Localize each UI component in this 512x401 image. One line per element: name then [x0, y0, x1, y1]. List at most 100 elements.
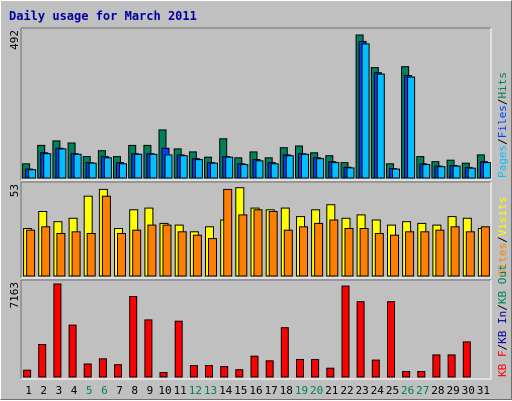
bar-sites-day-27: [420, 231, 430, 277]
bar-kb-f-day-21: [326, 367, 335, 378]
bar-pages-day-24: [376, 73, 385, 179]
bar-sites-day-24: [374, 233, 384, 277]
chart-title: Daily usage for March 2011: [9, 9, 197, 23]
bar-kb-f-day-23: [356, 301, 365, 378]
day-label-27: 27: [416, 384, 429, 397]
legend-entry: /: [496, 304, 509, 311]
day-label-8: 8: [131, 384, 138, 397]
bar-sites-day-17: [268, 211, 278, 277]
bar-pages-day-9: [149, 153, 158, 179]
day-label-13: 13: [204, 384, 217, 397]
day-label-3: 3: [56, 384, 63, 397]
bar-pages-day-10: [164, 154, 173, 179]
bar-sites-day-12: [192, 234, 202, 277]
bar-kb-f-day-29: [447, 354, 456, 378]
bar-sites-day-29: [450, 226, 460, 277]
bar-sites-day-28: [435, 229, 445, 277]
legend-entry: KB In: [496, 311, 509, 344]
bar-pages-day-27: [422, 164, 431, 179]
bar-pages-day-19: [301, 153, 309, 179]
bar-kb-f-day-7: [114, 364, 122, 378]
day-label-18: 18: [280, 384, 293, 397]
bar-sites-day-14: [223, 188, 233, 277]
bar-sites-day-21: [329, 219, 339, 277]
legend-entry: Pages: [496, 145, 509, 178]
day-label-17: 17: [265, 384, 278, 397]
bar-pages-day-29: [452, 165, 461, 179]
bar-kb-f-day-2: [38, 344, 47, 378]
day-label-5: 5: [86, 384, 93, 397]
bar-kb-f-day-22: [341, 285, 350, 378]
bar-sites-day-30: [465, 231, 475, 277]
day-label-22: 22: [340, 384, 353, 397]
bar-sites-day-9: [147, 224, 157, 277]
bar-pages-day-31: [482, 162, 491, 179]
day-label-31: 31: [477, 384, 490, 397]
bar-kb-f-day-8: [129, 296, 138, 378]
day-label-26: 26: [401, 384, 414, 397]
bar-kb-f-day-13: [205, 365, 213, 378]
day-label-11: 11: [174, 384, 187, 397]
day-label-9: 9: [147, 384, 154, 397]
bar-sites-day-26: [405, 231, 415, 277]
legend-entry: Hits: [496, 72, 509, 99]
bar-kb-f-day-24: [371, 359, 380, 378]
bar-pages-day-8: [134, 153, 143, 179]
bar-kb-f-day-20: [311, 359, 320, 378]
bar-kb-f-day-25: [387, 301, 395, 378]
bar-pages-day-21: [331, 162, 340, 179]
bar-sites-day-19: [299, 226, 308, 277]
legend-entry: Visits: [496, 197, 509, 237]
bar-kb-f-day-11: [174, 320, 183, 378]
bar-sites-day-15: [238, 214, 248, 277]
bar-sites-day-10: [162, 224, 172, 277]
bar-sites-day-5: [86, 233, 96, 277]
day-label-21: 21: [325, 384, 338, 397]
bar-pages-day-7: [119, 163, 127, 179]
bar-kb-f-day-26: [402, 371, 411, 378]
bar-pages-day-26: [407, 76, 416, 179]
bar-sites-day-2: [41, 226, 51, 277]
bar-sites-day-4: [71, 231, 81, 277]
bar-pages-day-28: [437, 166, 446, 179]
bar-kb-f-day-5: [83, 363, 92, 378]
bar-kb-f-day-9: [144, 319, 153, 378]
bar-sites-day-7: [117, 233, 126, 277]
bar-pages-day-22: [346, 167, 355, 179]
bar-pages-day-25: [392, 168, 400, 179]
day-label-29: 29: [446, 384, 459, 397]
day-label-23: 23: [355, 384, 368, 397]
bar-pages-day-11: [179, 155, 188, 179]
day-label-25: 25: [386, 384, 399, 397]
day-label-16: 16: [249, 384, 262, 397]
bar-kb-f-day-19: [296, 359, 304, 378]
bar-pages-day-30: [467, 167, 476, 179]
bar-sites-day-31: [480, 226, 490, 277]
day-label-10: 10: [158, 384, 171, 397]
legend-entry: /: [496, 344, 509, 351]
day-label-14: 14: [219, 384, 233, 397]
legend-entry: Files: [496, 105, 509, 138]
day-label-20: 20: [310, 384, 323, 397]
bar-kb-f-day-17: [265, 360, 274, 378]
bar-pages-day-16: [255, 160, 264, 179]
legend-entry: /: [496, 236, 509, 243]
bar-sites-day-20: [314, 222, 324, 277]
bar-pages-day-20: [316, 158, 325, 179]
day-label-7: 7: [116, 384, 123, 397]
bar-pages-day-15: [240, 164, 249, 179]
legend-visits-sites: Sites/Visits: [496, 197, 509, 277]
ymax-label-kb: 7163: [8, 282, 21, 309]
bar-pages-day-23: [361, 43, 370, 179]
bar-pages-day-17: [270, 163, 279, 179]
bar-pages-day-4: [73, 153, 82, 179]
bar-kb-f-day-4: [68, 324, 77, 378]
bar-sites-day-22: [344, 228, 354, 277]
ymax-label-visits-sites: 53: [8, 184, 21, 197]
legend-entry: Sites: [496, 243, 509, 276]
bar-pages-day-13: [210, 162, 218, 179]
day-label-6: 6: [101, 384, 108, 397]
bar-kb-f-day-18: [280, 327, 289, 378]
day-label-2: 2: [40, 384, 47, 397]
bar-kb-f-day-1: [23, 369, 32, 378]
